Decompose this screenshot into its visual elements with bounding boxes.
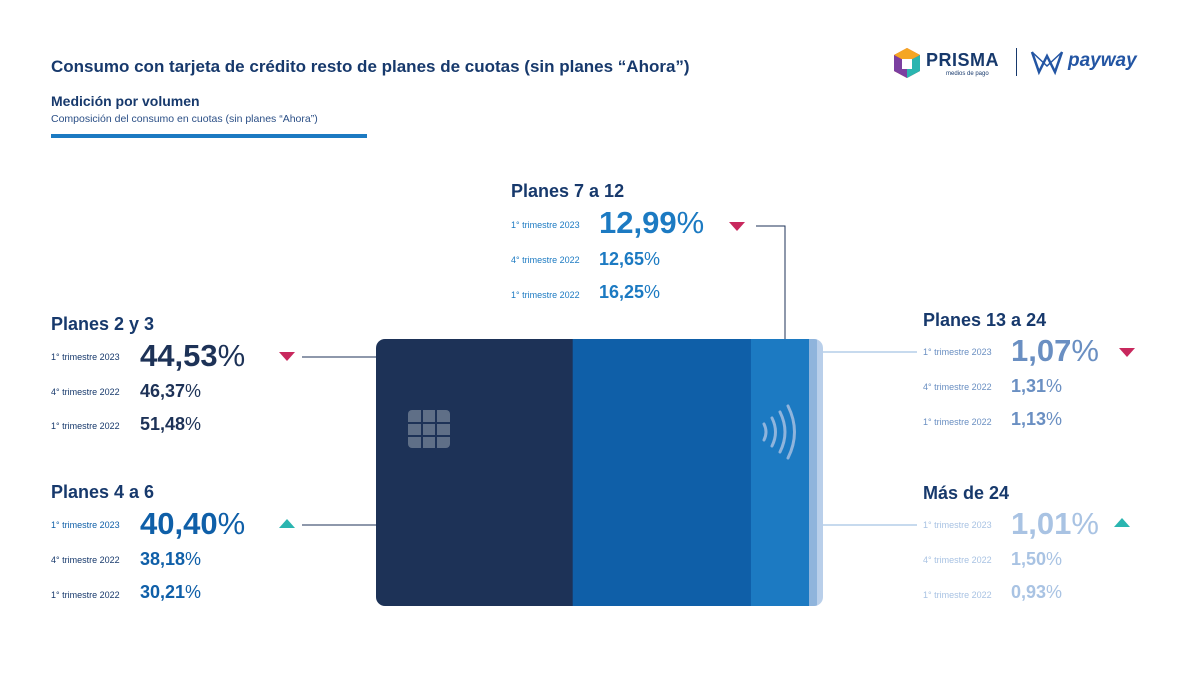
period-label: 1° trimestre 2022: [51, 421, 120, 431]
group-title: Planes 2 y 3: [51, 314, 155, 334]
group-planes-2-3: Planes 2 y 3: [51, 314, 154, 335]
card-segment-1: [376, 339, 574, 606]
card-segment-4: [809, 339, 818, 606]
period-label: 1° trimestre 2022: [51, 590, 120, 600]
logo-separator: [1016, 48, 1017, 76]
card-segment-5: [817, 339, 823, 606]
value-secondary: 38,18%: [140, 549, 202, 569]
value-secondary: 30,21%: [140, 582, 202, 602]
group-planes-7-12: Planes 7 a 12: [511, 181, 624, 202]
period-label: 4° trimestre 2022: [923, 555, 992, 565]
card-segment-3: [750, 339, 810, 606]
period-label: 1° trimestre 2023: [51, 520, 120, 530]
value-secondary: 1,31%: [1011, 376, 1063, 396]
period-label: 1° trimestre 2022: [923, 590, 992, 600]
value-secondary: 16,25%: [599, 282, 661, 302]
period-label: 1° trimestre 2023: [511, 220, 580, 230]
prisma-logo-icon: [894, 48, 920, 78]
contactless-icon: [762, 404, 796, 460]
period-label: 1° trimestre 2023: [51, 352, 120, 362]
value-secondary: 46,37%: [140, 381, 202, 401]
section-caption: Composición del consumo en cuotas (sin p…: [51, 113, 318, 125]
trend-down-icon: [279, 352, 295, 361]
group-planes-13-24: Planes 13 a 24: [923, 310, 1046, 331]
logo-area: PRISMA medios de pago payway: [890, 44, 1155, 80]
payway-logo-text: payway: [1068, 50, 1137, 71]
chip-icon: [408, 410, 450, 448]
period-label: 1° trimestre 2023: [923, 520, 992, 530]
value-secondary: 51,48%: [140, 414, 202, 434]
period-label: 4° trimestre 2022: [51, 387, 120, 397]
period-label: 1° trimestre 2022: [923, 417, 992, 427]
value-secondary: 1,13%: [1011, 409, 1063, 429]
value-primary: 12,99%: [599, 205, 705, 240]
value-primary: 1,01%: [1011, 506, 1099, 541]
value-primary: 44,53%: [140, 338, 246, 373]
group-mas-de-24: Más de 24: [923, 483, 1009, 504]
trend-up-icon: [1114, 518, 1130, 527]
prisma-logo-text: PRISMA: [926, 50, 1000, 70]
section-subtitle: Medición por volumen: [51, 93, 200, 109]
group-title: Planes 7 a 12: [511, 181, 625, 201]
value-secondary: 1,50%: [1011, 549, 1063, 569]
value-secondary: 12,65%: [599, 249, 661, 269]
trend-down-icon: [1119, 348, 1135, 357]
connector-planes-7-12: [756, 225, 786, 340]
group-planes-4-6: Planes 4 a 6: [51, 482, 154, 503]
value-primary: 40,40%: [140, 506, 246, 541]
period-label: 1° trimestre 2023: [923, 347, 992, 357]
payway-logo-icon: [1030, 51, 1064, 76]
period-label: 4° trimestre 2022: [51, 555, 120, 565]
period-label: 1° trimestre 2022: [511, 290, 580, 300]
value-primary: 1,07%: [1011, 333, 1099, 368]
group-title: Más de 24: [923, 483, 1010, 503]
trend-down-icon: [729, 222, 745, 231]
page-title: Consumo con tarjeta de crédito resto de …: [51, 57, 690, 76]
value-secondary: 0,93%: [1011, 582, 1063, 602]
card-segment-2: [572, 339, 752, 606]
prisma-logo-subtext: medios de pago: [946, 71, 989, 77]
period-label: 4° trimestre 2022: [923, 382, 992, 392]
period-label: 4° trimestre 2022: [511, 255, 580, 265]
trend-up-icon: [279, 519, 295, 528]
group-title: Planes 4 a 6: [51, 482, 155, 502]
title-underline: [51, 134, 367, 138]
group-title: Planes 13 a 24: [923, 310, 1047, 330]
